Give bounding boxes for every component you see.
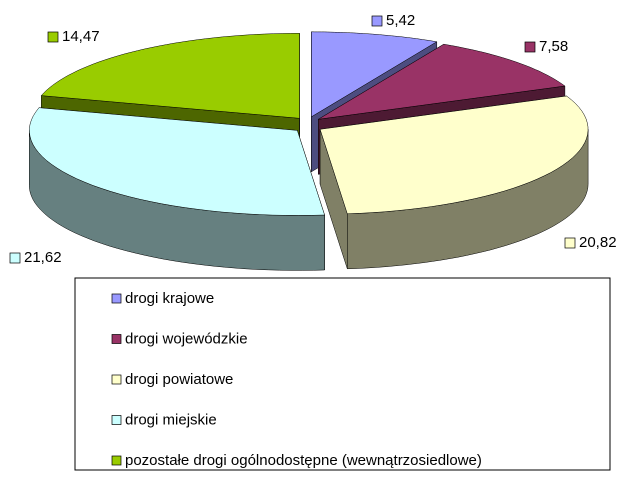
data-label: 20,82 <box>579 234 617 251</box>
legend-key <box>111 374 122 385</box>
label-key <box>47 31 59 43</box>
label-key <box>524 41 536 53</box>
data-label: 14,47 <box>62 28 100 45</box>
slice <box>311 31 438 118</box>
legend-label: drogi krajowe <box>125 290 214 307</box>
legend-key <box>111 334 122 344</box>
legend-label: drogi powiatowe <box>125 371 233 388</box>
slice <box>29 107 325 216</box>
legend-box <box>74 277 611 471</box>
data-label: 7,58 <box>539 38 568 55</box>
label-key <box>564 237 576 249</box>
slice <box>319 95 589 215</box>
legend-key <box>111 293 122 304</box>
legend-label: drogi miejskie <box>125 411 217 428</box>
legend-label: pozostałe drogi ogólnodostępne (wewnątrz… <box>125 452 482 469</box>
slice <box>318 43 566 120</box>
label-key <box>9 252 21 264</box>
slice <box>40 33 300 119</box>
data-label: 5,42 <box>386 12 415 29</box>
legend-key <box>111 455 122 466</box>
legend-label: drogi wojewódzkie <box>125 330 248 347</box>
label-key <box>371 15 383 27</box>
data-label: 21,62 <box>24 249 62 266</box>
legend-key <box>111 415 122 425</box>
